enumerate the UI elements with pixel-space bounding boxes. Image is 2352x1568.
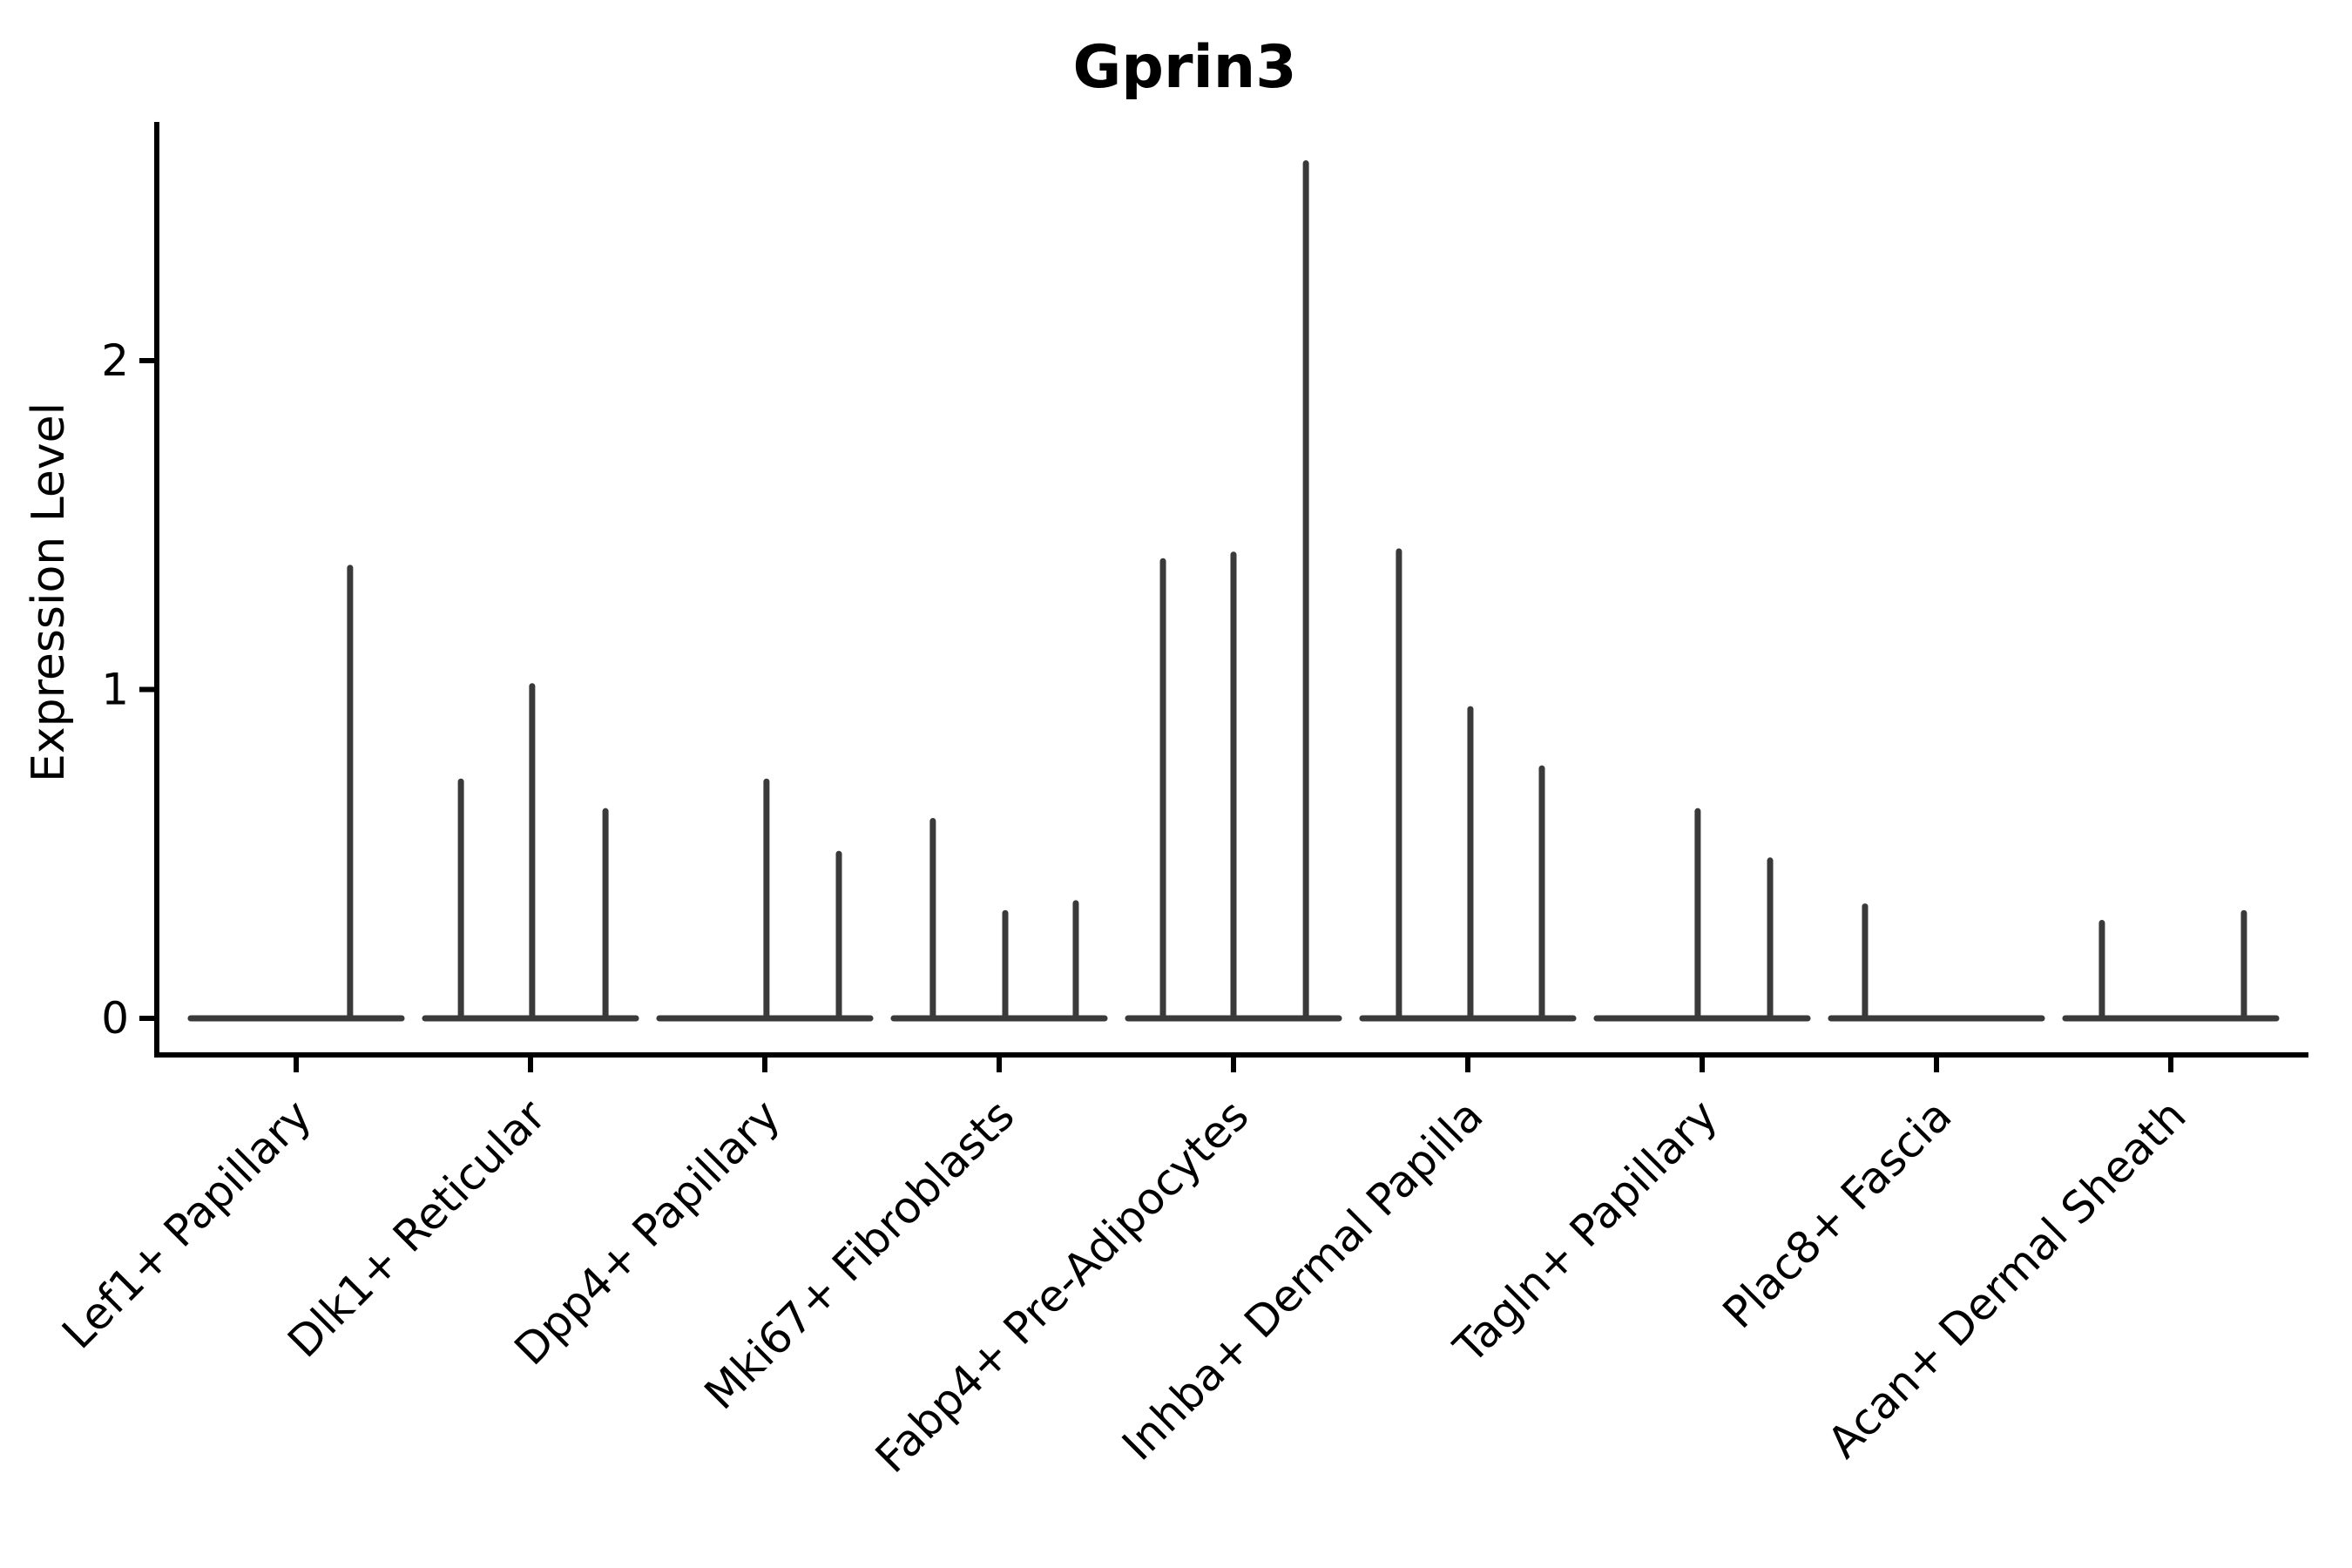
x-tick-label: Dlk1+ Reticular <box>278 1090 555 1367</box>
violins-layer <box>187 160 2280 1022</box>
y-tick-label: 1 <box>101 665 129 715</box>
y-tick-label: 2 <box>101 335 129 386</box>
x-tick-label: Lef1+ Papillary <box>52 1090 321 1358</box>
y-axis-label: Expression Level <box>23 402 75 782</box>
x-tick-label: Tagln+ Papillary <box>1443 1090 1727 1373</box>
axes-layer <box>139 122 2308 1072</box>
x-tick-label: Plac8+ Fascia <box>1713 1090 1962 1338</box>
x-tick-label: Fabp4+ Pre-Adipocytes <box>866 1090 1259 1483</box>
chart-title: Gprin3 <box>1072 33 1296 102</box>
y-tick-label: 0 <box>101 993 129 1044</box>
